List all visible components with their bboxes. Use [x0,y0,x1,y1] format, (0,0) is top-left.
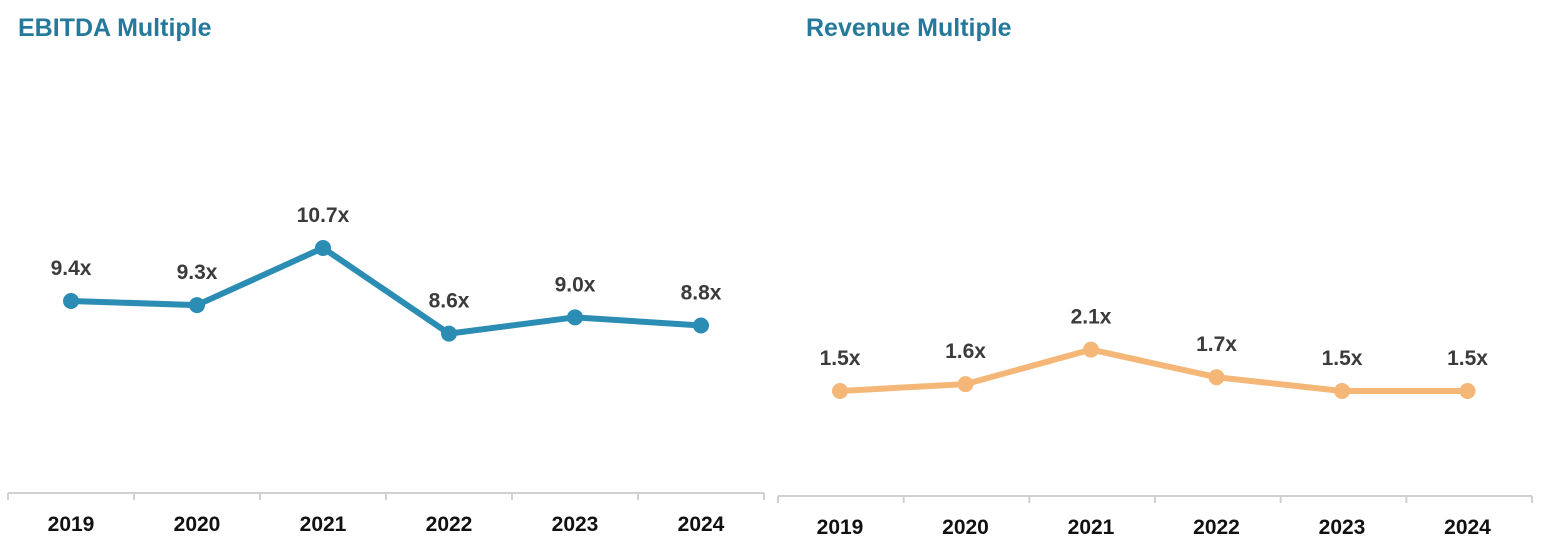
revenue-series-line [837,346,1471,394]
ebitda-data-label-2024: 8.8x [681,281,722,304]
ebitda-chart-title: EBITDA Multiple [18,14,212,42]
ebitda-data-label-2022: 8.6x [429,290,470,313]
ebitda-point-2021 [315,239,331,256]
ebitda-point-2023 [567,309,583,326]
revenue-x-tick-label-2019: 2019 [817,516,864,539]
ebitda-point-2024 [693,317,709,334]
ebitda-x-tick-label-2021: 2021 [300,513,347,536]
ebitda-x-tick-label-2022: 2022 [426,513,473,536]
revenue-point-2021 [1083,341,1099,358]
ebitda-x-tick-label-2023: 2023 [552,513,599,536]
revenue-point-2020 [957,376,974,393]
ebitda-data-label-2019: 9.4x [51,257,92,280]
revenue-point-2023 [1334,383,1350,399]
revenue-data-label-2024: 1.5x [1447,347,1488,370]
ebitda-data-label-2021: 10.7x [297,204,350,227]
revenue-x-tick-label-2022: 2022 [1193,516,1240,539]
revenue-x-tick-label-2024: 2024 [1444,516,1491,539]
revenue-data-label-2021: 2.1x [1071,306,1112,329]
revenue-data-label-2020: 1.6x [945,340,986,363]
revenue-data-label-2022: 1.7x [1196,333,1237,356]
ebitda-x-tick-label-2019: 2019 [48,513,95,536]
revenue-x-tick-label-2023: 2023 [1319,516,1366,539]
ebitda-point-2019 [63,293,79,309]
ebitda-point-2020 [189,297,205,314]
revenue-data-label-2023: 1.5x [1322,347,1363,370]
revenue-data-label-2019: 1.5x [820,347,861,370]
ebitda-x-tick-label-2020: 2020 [174,513,221,536]
revenue-x-tick-label-2021: 2021 [1068,516,1115,539]
revenue-point-2019 [832,383,848,399]
ebitda-series-line [68,244,704,337]
revenue-point-2022 [1208,369,1225,386]
revenue-chart-title: Revenue Multiple [806,14,1012,42]
ebitda-x-tick-label-2024: 2024 [678,513,725,536]
ebitda-point-2022 [441,325,457,342]
ebitda-line-chart: 9.4x 2019 9.3x 2020 10.7x 2021 8.6x 2022 9.0x 202… [7,204,765,536]
ebitda-data-label-2023: 9.0x [555,273,596,296]
revenue-line-chart: 1.5x 2019 1.6x 2020 2.1x 2021 1.7x 2022 1.5x 2023… [777,306,1533,539]
ebitda-data-label-2020: 9.3x [177,261,218,284]
revenue-x-tick-label-2020: 2020 [942,516,989,539]
revenue-point-2024 [1459,383,1476,399]
